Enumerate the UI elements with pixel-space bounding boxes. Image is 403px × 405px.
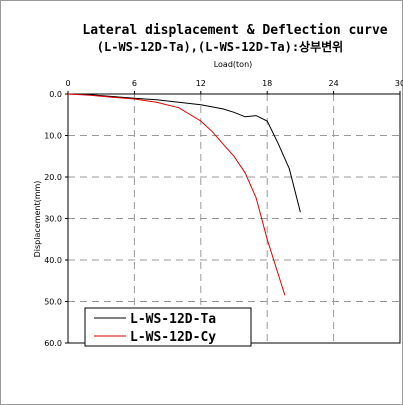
y-tick-label: 40.0 (44, 256, 62, 265)
x-tick-label: 24 (329, 79, 339, 88)
series-lines (67, 93, 301, 296)
y-tick-label: 60.0 (44, 339, 62, 348)
legend-label-ta: L-WS-12D-Ta (130, 312, 216, 327)
chart-subtitle: (L-WS-12D-Ta),(L-WS-12D-Ta):상부변위 (97, 39, 343, 54)
legend-box (84, 307, 252, 347)
y-tick-label: 30.0 (44, 215, 62, 224)
grid (65, 91, 401, 344)
y-tick-label: 0.0 (49, 90, 62, 99)
x-tick-label: 30 (395, 79, 403, 88)
x-tick-label: 18 (262, 79, 272, 88)
legend-label-cy: L-WS-12D-Cy (130, 330, 216, 345)
chart-title: Lateral displacement & Deflection curve (82, 23, 387, 38)
y-tick-label: 10.0 (44, 132, 62, 141)
series-line-cy (67, 93, 286, 296)
series-line-ta (67, 93, 301, 213)
legend: L-WS-12D-Ta L-WS-12D-Cy (84, 307, 252, 347)
x-tick-label: 0 (65, 79, 70, 88)
y-tick-label: 50.0 (44, 298, 62, 307)
tick-labels: 0 6 12 18 24 30 0.0 10.0 20.0 30.0 40.0 50.0 60.0 (44, 79, 403, 348)
x-axis-label: Load(ton) (214, 60, 253, 69)
y-axis-label: Displacement(mm) (33, 181, 42, 258)
y-tick-label: 20.0 (44, 173, 62, 182)
x-tick-label: 12 (196, 79, 206, 88)
x-tick-label: 6 (132, 79, 137, 88)
